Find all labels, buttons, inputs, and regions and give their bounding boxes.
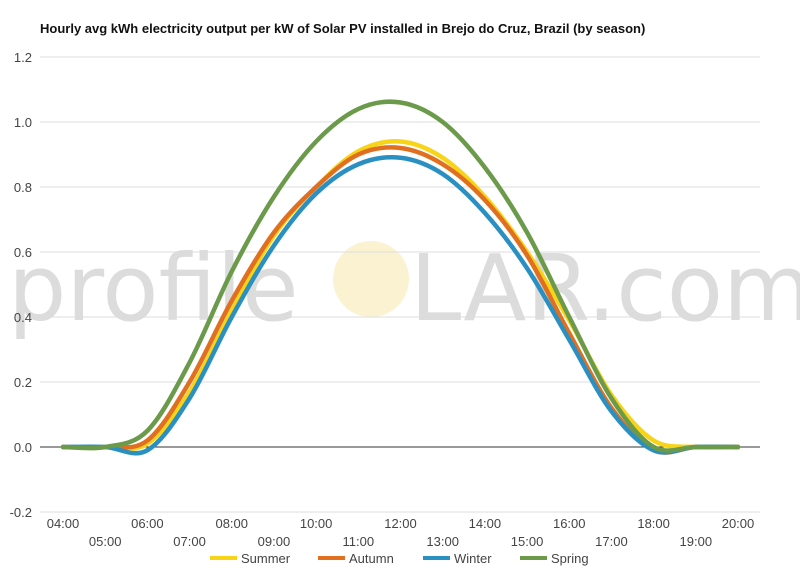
y-tick-label: 0.6 — [14, 245, 32, 260]
chart-title: Hourly avg kWh electricity output per kW… — [40, 21, 645, 36]
legend-label-winter: Winter — [454, 551, 492, 566]
x-tick-label: 18:00 — [637, 516, 670, 531]
x-tick-label: 11:00 — [343, 534, 375, 549]
x-tick-label: 20:00 — [722, 516, 755, 531]
x-tick-label: 15:00 — [511, 534, 544, 549]
x-tick-label: 05:00 — [89, 534, 122, 549]
x-tick-label: 16:00 — [553, 516, 586, 531]
x-tick-label: 14:00 — [469, 516, 502, 531]
x-tick-label: 09:00 — [258, 534, 291, 549]
gridlines — [40, 56, 760, 513]
x-tick-label: 04:00 — [47, 516, 80, 531]
y-tick-label: 0.0 — [14, 440, 32, 455]
y-tick-label: 0.4 — [14, 310, 32, 325]
y-tick-label: 0.2 — [14, 375, 32, 390]
y-axis-ticks: -0.2 0.0 0.2 0.4 0.6 0.8 1.0 1.2 — [10, 50, 32, 520]
legend-label-spring: Spring — [551, 551, 589, 566]
x-tick-label: 19:00 — [680, 534, 713, 549]
series-line-spring — [60, 99, 741, 453]
x-tick-label: 17:00 — [595, 534, 628, 549]
x-tick-label: 07:00 — [173, 534, 206, 549]
y-tick-label: 0.8 — [14, 180, 32, 195]
x-tick-label: 06:00 — [131, 516, 164, 531]
y-tick-label: -0.2 — [10, 505, 32, 520]
x-axis-ticks: 04:00 05:00 06:00 07:00 08:00 09:00 10:00 11:00… — [47, 516, 755, 549]
x-tick-label: 10:00 — [300, 516, 333, 531]
series-lines — [60, 99, 741, 456]
watermark: profile LAR.com — [8, 235, 800, 342]
watermark-right-text: LAR.com — [410, 235, 800, 342]
legend-label-summer: Summer — [241, 551, 291, 566]
x-tick-label: 08:00 — [215, 516, 248, 531]
watermark-sun-icon — [333, 241, 409, 317]
legend: Summer Autumn Winter Spring — [210, 551, 589, 566]
y-tick-label: 1.2 — [14, 50, 32, 65]
series-line-winter — [60, 154, 741, 456]
watermark-left-text: profile — [8, 235, 299, 342]
x-tick-label: 12:00 — [384, 516, 417, 531]
legend-label-autumn: Autumn — [349, 551, 394, 566]
y-tick-label: 1.0 — [14, 115, 32, 130]
x-tick-label: 13:00 — [426, 534, 459, 549]
